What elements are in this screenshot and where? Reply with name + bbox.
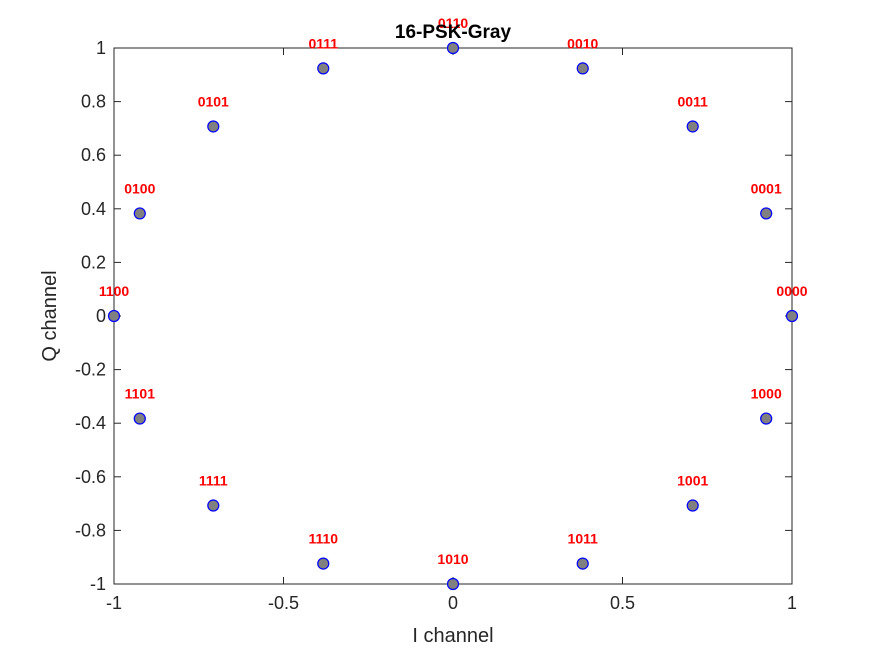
data-point	[576, 62, 589, 75]
x-axis-label: I channel	[412, 625, 493, 647]
data-point	[686, 120, 699, 133]
data-label: 1001	[677, 473, 708, 489]
chart-title: 16-PSK-Gray	[395, 22, 512, 43]
data-label: 0010	[567, 35, 598, 51]
data-label: 1000	[751, 386, 782, 402]
x-tick-label: -1	[106, 593, 122, 613]
x-tick-label: 1	[787, 593, 797, 613]
data-label: 1010	[437, 551, 468, 567]
y-tick-label: 0.8	[81, 92, 106, 112]
data-labels: 0000000100110010011001110101010011001101…	[99, 15, 808, 567]
y-tick-label: -0.8	[75, 520, 106, 540]
y-tick-label: 1	[96, 38, 106, 58]
axes-box	[113, 47, 793, 585]
data-point	[760, 207, 773, 220]
data-label: 0000	[776, 283, 807, 299]
y-tick-label: 0.4	[81, 199, 106, 219]
data-point	[785, 309, 799, 323]
y-tick-label: -1	[90, 574, 106, 594]
data-label: 0101	[198, 93, 229, 109]
data-label: 1101	[125, 386, 156, 402]
y-axis-label: Q channel	[39, 270, 61, 361]
y-tick-label: 0	[96, 306, 106, 326]
x-axis: -1 -0.5 0 0.5 1	[106, 48, 797, 613]
data-point	[686, 499, 699, 512]
data-point	[317, 62, 330, 75]
plot-area: -1 -0.5 0 0.5 1 1 0.8 0.6 0.4 0.2 0 -0.2 -0.4 -0.6 -0…	[75, 15, 808, 613]
data-point	[107, 309, 121, 323]
y-tick-label: -0.2	[75, 360, 106, 380]
data-label: 0100	[124, 180, 155, 196]
y-tick-label: 0.2	[81, 252, 106, 272]
data-point	[207, 499, 220, 512]
data-label: 0111	[308, 35, 338, 51]
data-label: 1011	[568, 531, 599, 547]
data-label: 0011	[678, 93, 709, 109]
data-point	[576, 557, 589, 570]
data-point	[446, 577, 460, 591]
y-axis: 1 0.8 0.6 0.4 0.2 0 -0.2 -0.4 -0.6 -0.8 -1	[75, 38, 792, 594]
y-tick-label: 0.6	[81, 145, 106, 165]
x-tick-label: 0	[448, 593, 458, 613]
data-label: 1111	[199, 473, 228, 489]
data-point	[446, 41, 460, 55]
data-point	[133, 412, 146, 425]
y-tick-label: -0.6	[75, 467, 106, 487]
data-label: 0001	[751, 180, 782, 196]
data-label: 0110	[438, 15, 469, 31]
data-point	[207, 120, 220, 133]
data-point	[133, 207, 146, 220]
data-point	[317, 557, 330, 570]
data-points	[107, 41, 799, 591]
x-tick-label: 0.5	[610, 593, 635, 613]
x-tick-label: -0.5	[268, 593, 299, 613]
y-tick-label: -0.4	[75, 413, 106, 433]
data-label: 1100	[99, 283, 130, 299]
data-label: 1110	[308, 531, 338, 547]
data-point	[760, 412, 773, 425]
